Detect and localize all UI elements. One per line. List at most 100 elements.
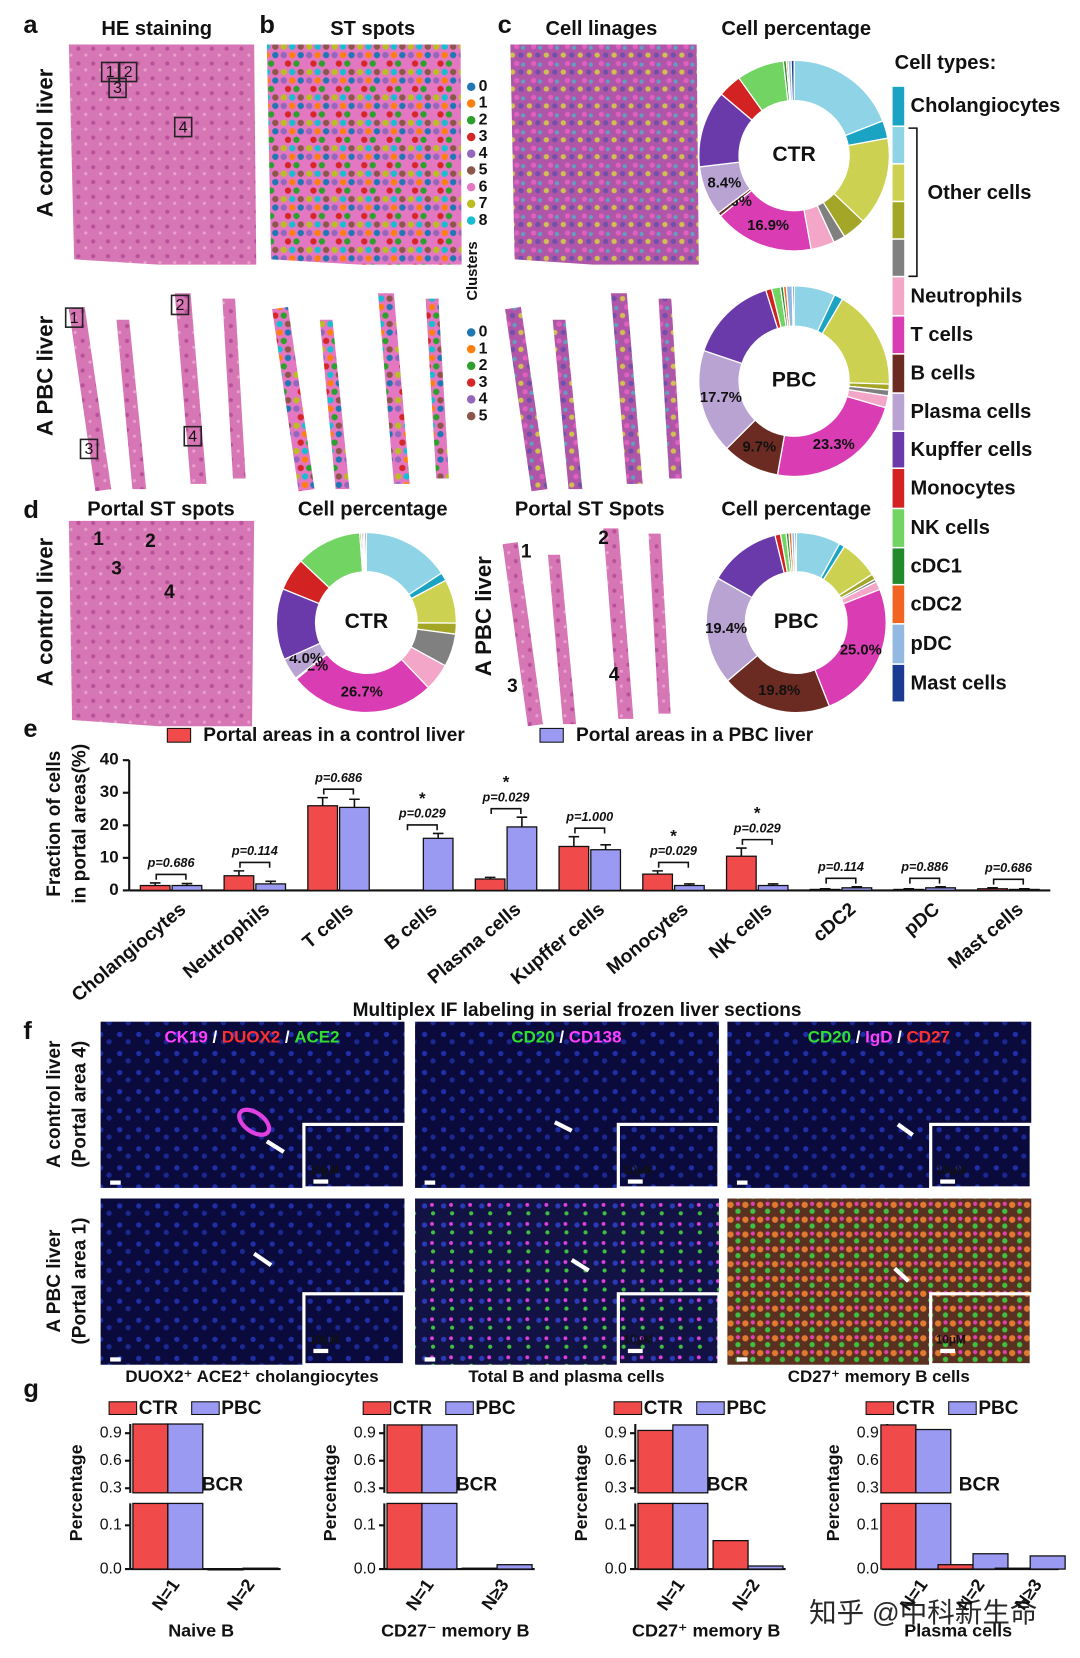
cluster-swatch [466,132,476,142]
region-number: 2 [145,531,156,552]
significance-bracket [657,861,690,868]
y-tick-label: 40 [100,750,119,769]
region-number: 3 [111,559,122,580]
legend-label: cDC2 [911,593,962,615]
p-value: p=0.114 [231,844,278,858]
stain-part: CD27 [907,1028,950,1047]
significance-star: * [503,773,510,792]
chart-label: BCR [707,1474,749,1495]
region-box [118,61,138,83]
y-axis-label: Percentage [66,1444,86,1541]
legend-label: Cholangiocytes [911,95,1061,117]
scale-bar [940,1179,956,1184]
region-number: 3 [113,80,122,97]
legend-label: Mast cells [911,672,1007,694]
donut-value-label: 19.4% [705,621,747,637]
stain-part: CD138 [569,1028,622,1047]
significance-bracket [155,873,187,880]
bar [139,884,171,892]
y-tick-label: 30 [100,782,119,801]
cluster-label: 3 [479,128,488,145]
legend-swatch [865,1401,895,1416]
donut-value-label: 19.8% [758,683,800,699]
legend-swatch [892,624,905,664]
region-number: 2 [124,64,133,81]
significance-bracket [239,861,271,868]
chart-label: BCR [456,1474,498,1495]
donut-value-label: 8.4% [707,176,741,192]
donut-segment [364,531,368,573]
bar [171,884,203,892]
stain-part: / [280,1028,294,1047]
stain-part: / [555,1028,569,1047]
region-box [64,307,84,328]
bar [167,1502,204,1570]
error-bar [684,883,695,886]
region-number: 1 [106,64,115,81]
bar [637,1429,674,1494]
legend-swatch [892,664,905,702]
donut-value-label: 16.9% [747,218,789,234]
donut-segment [791,285,795,327]
legend-swatch [892,393,905,431]
significance-bracket [825,877,857,884]
legend-label: Portal areas in a control liver [203,725,465,746]
bar [1029,1555,1066,1570]
significance-star: * [419,789,426,808]
error-bar [767,883,779,886]
panel-title: HE staining [101,18,212,40]
y-tick-label: 0.0 [605,1560,627,1577]
bar [672,1502,709,1570]
donut-segment [703,289,779,365]
donut-segment [793,531,797,573]
y-axis-label: Percentage [823,1444,843,1541]
y-tick-label: 0.0 [857,1560,879,1577]
chart-title: Naive B [168,1620,234,1640]
panel-letter: b [259,11,275,39]
significance-bracket [741,838,773,845]
row-label: (Portal area 4) [70,1041,91,1168]
error-bar [233,870,245,876]
panel-title: Cell percentage [721,499,871,521]
cluster-label: 6 [479,178,488,195]
bar [132,1502,169,1570]
p-value: p=0.686 [147,856,196,870]
legend-swatch [892,469,905,508]
stain-label: CD20 / CD138 [511,1028,621,1047]
error-bar [432,832,444,839]
significance-bracket [322,788,355,795]
panel-letter: d [23,496,39,524]
bar [757,884,789,892]
lineage-image [505,293,682,492]
he-image [68,293,246,492]
scale-bar-label: 10μM [624,1333,654,1346]
legend-label: T cells [911,324,974,346]
cluster-label: 1 [479,340,488,357]
y-tick-label: 10 [100,847,119,866]
row-label: A control liver [44,1040,65,1168]
legend-label: CTR [644,1398,683,1419]
legend-swatch [613,1401,643,1416]
y-tick-label: 0.9 [354,1424,376,1441]
significance-bracket [992,878,1025,885]
y-tick-label: 0.9 [100,1424,122,1441]
x-tick-label: pDC [900,899,944,940]
cluster-swatch [466,361,476,371]
y-tick-label: 20 [100,815,119,834]
error-bar [516,816,528,827]
panel-title: Portal ST Spots [515,499,665,521]
legend-swatch [892,202,905,239]
region-number: 1 [70,310,79,327]
cluster-swatch [466,411,476,421]
scale-bar-label: 10μM [309,1164,339,1177]
legend-swatch [892,431,905,468]
significance-bracket [406,824,438,831]
donut-center-label: CTR [772,143,815,166]
st-image [272,293,449,492]
donut-value-label: 23.3% [813,437,855,453]
donut-center-label: PBC [772,369,817,392]
significance-bracket [574,827,606,834]
donut-center-label: CTR [345,610,388,633]
st-image [266,44,462,265]
